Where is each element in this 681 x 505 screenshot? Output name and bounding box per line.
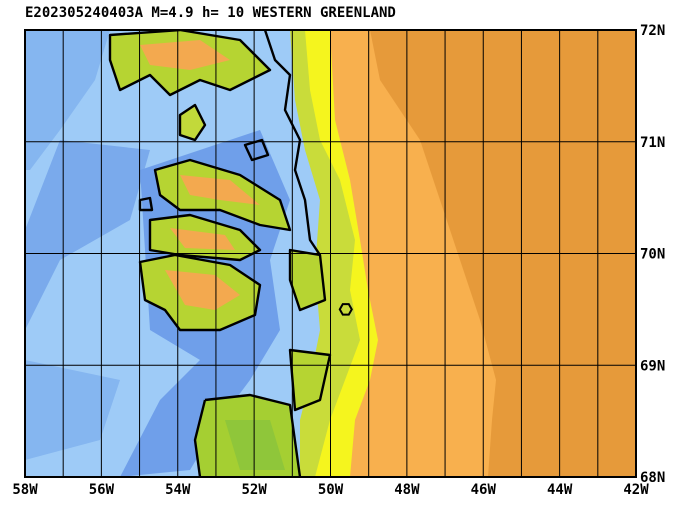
x-tick-label: 58W	[12, 482, 38, 498]
y-tick-label: 68N	[640, 470, 665, 486]
x-tick-label: 46W	[471, 482, 497, 498]
y-tick-label: 69N	[640, 358, 665, 374]
y-tick-label: 71N	[640, 135, 665, 151]
map-frame	[24, 29, 637, 478]
map-title: E202305240403A M=4.9 h= 10 WESTERN GREEN…	[25, 5, 396, 21]
x-tick-label: 44W	[547, 482, 573, 498]
x-tick-label: 54W	[165, 482, 191, 498]
x-tick-label: 52W	[241, 482, 267, 498]
epicenter-marker	[338, 303, 353, 316]
x-tick-label: 48W	[394, 482, 420, 498]
y-tick-label: 72N	[640, 23, 665, 39]
x-tick-label: 50W	[318, 482, 344, 498]
y-tick-label: 70N	[640, 247, 665, 263]
x-tick-label: 56W	[89, 482, 115, 498]
x-tick-label: 42W	[623, 482, 649, 498]
